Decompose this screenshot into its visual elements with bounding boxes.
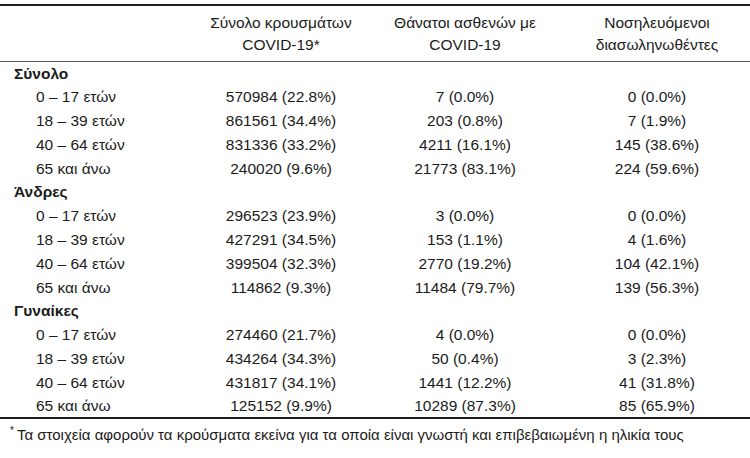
deaths-cell: 10289 (87.3%) bbox=[366, 395, 564, 419]
cases-cell: 274460 (21.7%) bbox=[196, 323, 366, 347]
group-header-women: Γυναίκες bbox=[0, 299, 750, 323]
deaths-cell: 203 (0.8%) bbox=[366, 109, 564, 133]
table-row: 18 – 39 ετών 861561 (34.4%) 203 (0.8%) 7… bbox=[0, 109, 750, 133]
intubated-cell: 104 (42.1%) bbox=[564, 252, 750, 276]
deaths-cell: 11484 (79.7%) bbox=[366, 276, 564, 300]
group-label: Σύνολο bbox=[0, 62, 750, 86]
table-row: 65 και άνω 114862 (9.3%) 11484 (79.7%) 1… bbox=[0, 276, 750, 300]
cases-cell: 431817 (34.1%) bbox=[196, 371, 366, 395]
intubated-cell: 145 (38.6%) bbox=[564, 133, 750, 157]
cases-cell: 114862 (9.3%) bbox=[196, 276, 366, 300]
intubated-cell: 224 (59.6%) bbox=[564, 157, 750, 181]
group-header-men: Άνδρες bbox=[0, 180, 750, 204]
column-header-cases-line1: Σύνολο κρουσμάτων bbox=[198, 12, 364, 34]
column-header-intubated-line2: διασωληνωθέντες bbox=[566, 34, 748, 56]
cases-cell: 240020 (9.6%) bbox=[196, 157, 366, 181]
age-label: 18 – 39 ετών bbox=[0, 109, 196, 133]
table-row: 40 – 64 ετών 831336 (33.2%) 4211 (16.1%)… bbox=[0, 133, 750, 157]
footnote: *Τα στοιχεία αφορούν τα κρούσματα εκείνα… bbox=[0, 419, 750, 445]
covid-age-statistics-page: Σύνολο κρουσμάτων COVID-19* Θάνατοι ασθε… bbox=[0, 4, 750, 458]
group-label: Άνδρες bbox=[0, 180, 750, 204]
intubated-cell: 0 (0.0%) bbox=[564, 204, 750, 228]
column-header-deaths-line2: COVID-19 bbox=[368, 34, 562, 56]
cases-cell: 399504 (32.3%) bbox=[196, 252, 366, 276]
covid-age-statistics-table: Σύνολο κρουσμάτων COVID-19* Θάνατοι ασθε… bbox=[0, 4, 750, 419]
deaths-cell: 1441 (12.2%) bbox=[366, 371, 564, 395]
age-label: 40 – 64 ετών bbox=[0, 371, 196, 395]
header-empty-cell bbox=[0, 5, 196, 62]
footnote-asterisk: * bbox=[10, 425, 14, 436]
age-label: 0 – 17 ετών bbox=[0, 323, 196, 347]
column-header-cases: Σύνολο κρουσμάτων COVID-19* bbox=[196, 5, 366, 62]
age-label: 40 – 64 ετών bbox=[0, 133, 196, 157]
age-label: 0 – 17 ετών bbox=[0, 85, 196, 109]
deaths-cell: 153 (1.1%) bbox=[366, 228, 564, 252]
intubated-cell: 0 (0.0%) bbox=[564, 85, 750, 109]
group-label: Γυναίκες bbox=[0, 299, 750, 323]
table-row: 65 και άνω 125152 (9.9%) 10289 (87.3%) 8… bbox=[0, 395, 750, 419]
intubated-cell: 3 (2.3%) bbox=[564, 347, 750, 371]
table-row: 0 – 17 ετών 274460 (21.7%) 4 (0.0%) 0 (0… bbox=[0, 323, 750, 347]
group-header-total: Σύνολο bbox=[0, 62, 750, 86]
table-row: 0 – 17 ετών 296523 (23.9%) 3 (0.0%) 0 (0… bbox=[0, 204, 750, 228]
column-header-intubated-line1: Νοσηλευόμενοι bbox=[566, 12, 748, 34]
cases-cell: 296523 (23.9%) bbox=[196, 204, 366, 228]
deaths-cell: 50 (0.4%) bbox=[366, 347, 564, 371]
age-label: 65 και άνω bbox=[0, 276, 196, 300]
deaths-cell: 4211 (16.1%) bbox=[366, 133, 564, 157]
deaths-cell: 21773 (83.1%) bbox=[366, 157, 564, 181]
intubated-cell: 85 (65.9%) bbox=[564, 395, 750, 419]
age-label: 65 και άνω bbox=[0, 395, 196, 419]
column-header-deaths-line1: Θάνατοι ασθενών με bbox=[368, 12, 562, 34]
cases-cell: 831336 (33.2%) bbox=[196, 133, 366, 157]
cases-cell: 125152 (9.9%) bbox=[196, 395, 366, 419]
intubated-cell: 4 (1.6%) bbox=[564, 228, 750, 252]
cases-cell: 427291 (34.5%) bbox=[196, 228, 366, 252]
table-row: 40 – 64 ετών 431817 (34.1%) 1441 (12.2%)… bbox=[0, 371, 750, 395]
age-label: 0 – 17 ετών bbox=[0, 204, 196, 228]
intubated-cell: 41 (31.8%) bbox=[564, 371, 750, 395]
table-row: 18 – 39 ετών 434264 (34.3%) 50 (0.4%) 3 … bbox=[0, 347, 750, 371]
column-header-deaths: Θάνατοι ασθενών με COVID-19 bbox=[366, 5, 564, 62]
table-header: Σύνολο κρουσμάτων COVID-19* Θάνατοι ασθε… bbox=[0, 5, 750, 62]
header-row: Σύνολο κρουσμάτων COVID-19* Θάνατοι ασθε… bbox=[0, 5, 750, 62]
table-body: Σύνολο 0 – 17 ετών 570984 (22.8%) 7 (0.0… bbox=[0, 62, 750, 419]
deaths-cell: 4 (0.0%) bbox=[366, 323, 564, 347]
table-row: 0 – 17 ετών 570984 (22.8%) 7 (0.0%) 0 (0… bbox=[0, 85, 750, 109]
deaths-cell: 7 (0.0%) bbox=[366, 85, 564, 109]
table-row: 65 και άνω 240020 (9.6%) 21773 (83.1%) 2… bbox=[0, 157, 750, 181]
age-label: 18 – 39 ετών bbox=[0, 228, 196, 252]
table-row: 18 – 39 ετών 427291 (34.5%) 153 (1.1%) 4… bbox=[0, 228, 750, 252]
age-label: 40 – 64 ετών bbox=[0, 252, 196, 276]
column-header-intubated: Νοσηλευόμενοι διασωληνωθέντες bbox=[564, 5, 750, 62]
intubated-cell: 0 (0.0%) bbox=[564, 323, 750, 347]
column-header-cases-line2: COVID-19* bbox=[198, 34, 364, 56]
footnote-text: Τα στοιχεία αφορούν τα κρούσματα εκείνα … bbox=[17, 426, 684, 443]
intubated-cell: 139 (56.3%) bbox=[564, 276, 750, 300]
cases-cell: 861561 (34.4%) bbox=[196, 109, 366, 133]
age-label: 65 και άνω bbox=[0, 157, 196, 181]
table-row: 40 – 64 ετών 399504 (32.3%) 2770 (19.2%)… bbox=[0, 252, 750, 276]
age-label: 18 – 39 ετών bbox=[0, 347, 196, 371]
intubated-cell: 7 (1.9%) bbox=[564, 109, 750, 133]
cases-cell: 570984 (22.8%) bbox=[196, 85, 366, 109]
cases-cell: 434264 (34.3%) bbox=[196, 347, 366, 371]
deaths-cell: 2770 (19.2%) bbox=[366, 252, 564, 276]
deaths-cell: 3 (0.0%) bbox=[366, 204, 564, 228]
